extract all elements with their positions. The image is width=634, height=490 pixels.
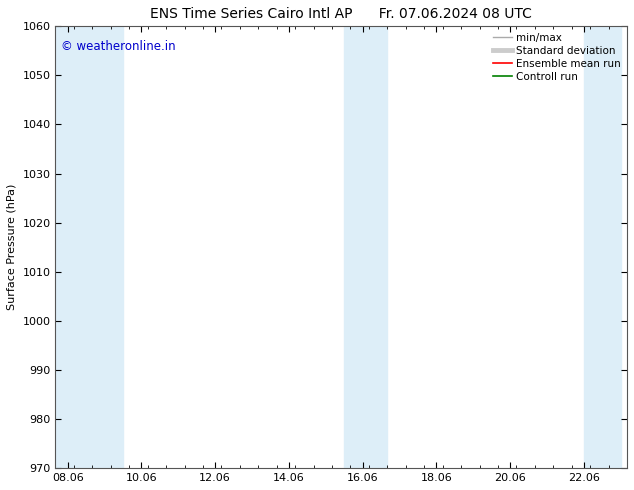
Bar: [344, 26, 387, 468]
Title: ENS Time Series Cairo Intl AP      Fr. 07.06.2024 08 UTC: ENS Time Series Cairo Intl AP Fr. 07.06.…: [150, 7, 532, 21]
Bar: [584, 26, 621, 468]
Legend: min/max, Standard deviation, Ensemble mean run, Controll run: min/max, Standard deviation, Ensemble me…: [489, 28, 625, 86]
Text: © weatheronline.in: © weatheronline.in: [61, 40, 176, 52]
Bar: [56, 26, 123, 468]
Y-axis label: Surface Pressure (hPa): Surface Pressure (hPa): [7, 184, 17, 311]
